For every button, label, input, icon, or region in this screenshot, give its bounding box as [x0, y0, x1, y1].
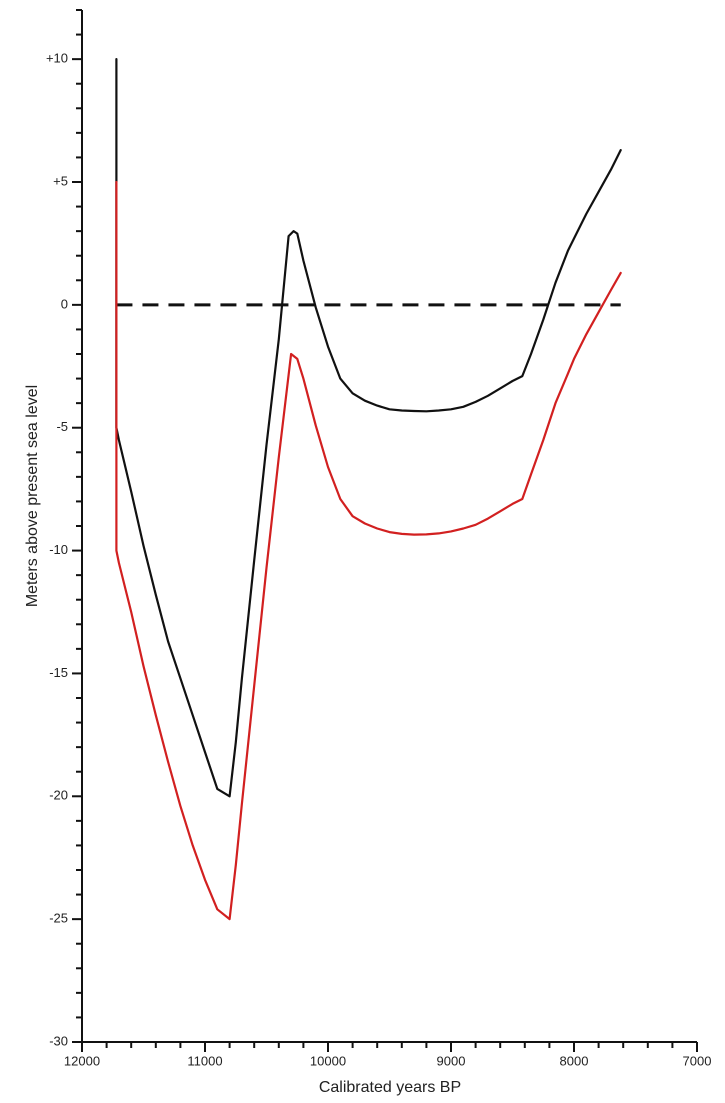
series-line-2: [115, 180, 622, 921]
y-axis-title: Meters above present sea level: [24, 385, 41, 607]
ticks-layer: 12000 11000 10000 9000 8000 7000 +10 +5 0 -5 -10 -1…: [46, 9, 712, 1068]
y-tick-label: -15: [49, 665, 68, 680]
x-tick-label: 9000: [437, 1053, 466, 1068]
x-tick-label: 10000: [310, 1053, 346, 1068]
y-tick-label: -5: [56, 419, 68, 434]
x-axis-title: Calibrated years BP: [319, 1079, 461, 1096]
y-tick-label: 0: [61, 296, 68, 311]
x-tick-label: 7000: [683, 1053, 712, 1068]
y-tick-label: -30: [49, 1033, 68, 1048]
y-tick-label: -20: [49, 788, 68, 803]
series-layer: [115, 57, 622, 921]
y-tick-label: +5: [53, 173, 68, 188]
y-tick-label: -25: [49, 911, 68, 926]
x-tick-label: 8000: [560, 1053, 589, 1068]
x-tick-label: 11000: [187, 1053, 222, 1068]
series-line-1: [115, 57, 622, 798]
axes-layer: [81, 10, 697, 1043]
y-tick-label: -10: [49, 542, 68, 557]
x-tick-label: 12000: [64, 1053, 100, 1068]
y-tick-label: +10: [46, 51, 68, 66]
